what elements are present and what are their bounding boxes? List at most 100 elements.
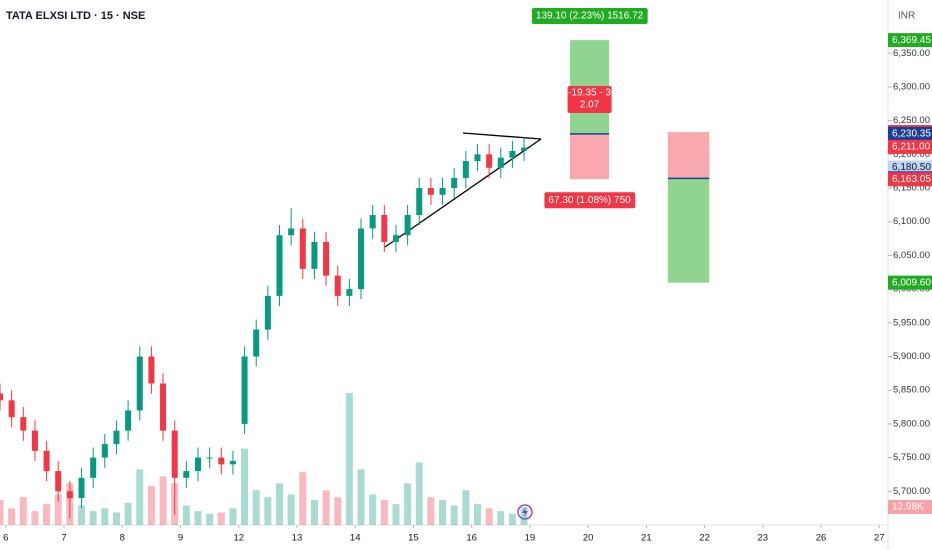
volume-bar — [124, 502, 132, 525]
y-tick-label: 5,700.00 — [893, 486, 930, 497]
candle-body — [43, 450, 50, 472]
currency: INR — [898, 11, 915, 22]
candle-body — [229, 460, 236, 465]
x-tick-label: 13 — [292, 533, 303, 544]
y-tick-label: 6,150.00 — [893, 183, 930, 194]
volume-bar — [427, 497, 435, 525]
loss-zone — [667, 132, 710, 179]
volume-bar — [299, 472, 307, 525]
x-tick-label: 16 — [466, 533, 477, 544]
alert-icon[interactable] — [517, 504, 533, 520]
candle-body — [276, 235, 283, 296]
candle-body — [486, 154, 493, 168]
candle-body — [416, 188, 423, 215]
x-tick-label: 12 — [233, 533, 244, 544]
y-tick-label: 6,300.00 — [893, 81, 930, 92]
volume-bar — [241, 448, 249, 525]
loss-zone — [570, 133, 610, 180]
candle-body — [369, 214, 376, 229]
candle-body — [392, 235, 399, 242]
price-tag-label: 6,180.50 — [892, 162, 931, 173]
volume-bar — [264, 497, 272, 525]
volume-bar — [147, 486, 155, 525]
candle-body — [136, 356, 143, 411]
candle-body — [474, 154, 481, 162]
volume-bar — [380, 499, 388, 525]
candle-body — [101, 444, 108, 458]
candle-body — [311, 241, 318, 269]
y-tick-label: 6,250.00 — [893, 115, 930, 126]
price-tag — [888, 139, 932, 154]
candle-body — [206, 457, 213, 459]
volume-bar — [439, 499, 447, 525]
volume-tag — [888, 499, 932, 514]
price-tag — [888, 172, 932, 187]
x-tick-label: 8 — [120, 533, 125, 544]
stop-label-bg — [544, 192, 636, 209]
candle-body — [90, 457, 97, 478]
x-tick-label: 27 — [874, 533, 885, 544]
price-tag-label: 6,369.45 — [892, 35, 931, 46]
volume-bar — [252, 490, 260, 525]
candle-body — [497, 157, 504, 168]
price-tag-label: 6,009.60 — [892, 277, 931, 288]
y-tick-label: 5,950.00 — [893, 317, 930, 328]
candle-body — [264, 295, 271, 330]
volume-bar — [229, 508, 237, 525]
y-tick-label: 6,050.00 — [893, 250, 930, 261]
y-tick-label: 6,350.00 — [893, 48, 930, 59]
mid-label: -19.35 - 3 — [568, 88, 611, 99]
volume-bar — [450, 505, 458, 525]
candle-body — [427, 188, 434, 195]
mid-label: 2.07 — [580, 100, 600, 111]
y-tick-label: 5,750.00 — [893, 452, 930, 463]
price-tag-label: 6,230.35 — [892, 129, 931, 140]
candle-body — [55, 471, 62, 492]
volume-bar — [485, 508, 493, 525]
candle-body — [171, 430, 178, 478]
x-tick-label: 7 — [61, 533, 66, 544]
candle-body — [404, 214, 411, 236]
y-tick-label: 6,200.00 — [893, 149, 930, 160]
candle-body — [8, 400, 15, 418]
candle-body — [66, 491, 73, 499]
candle-body — [78, 477, 85, 499]
stop-label: 67.30 (1.08%) 750 — [548, 195, 631, 206]
x-tick-label: 22 — [699, 533, 710, 544]
volume-bar — [194, 511, 202, 525]
x-tick-label: 19 — [525, 533, 536, 544]
candle-body — [509, 150, 516, 158]
volume-bar — [404, 483, 412, 525]
candle-body — [218, 457, 225, 465]
volume-bar — [322, 490, 330, 525]
candle-body — [20, 417, 27, 431]
candle-body — [183, 471, 190, 478]
candle-body — [148, 356, 155, 384]
candle-body — [0, 393, 3, 401]
profit-zone — [667, 178, 710, 283]
candle-body — [323, 241, 330, 276]
volume-bar — [78, 505, 86, 525]
volume-bar — [112, 512, 120, 525]
x-tick-label: 14 — [350, 533, 361, 544]
candle-body — [346, 289, 353, 296]
volume-bar — [8, 508, 16, 525]
price-tag — [888, 275, 932, 290]
volume-bar — [497, 511, 505, 525]
alert-bolt[interactable] — [522, 507, 528, 517]
price-tag-label: 6,211.00 — [892, 142, 931, 153]
y-tick-label: 6,100.00 — [893, 216, 930, 227]
volume-bar — [31, 511, 39, 525]
candle-body — [358, 228, 365, 290]
price-tag-label: 6,163.05 — [892, 174, 931, 185]
price-tag — [888, 33, 932, 48]
candle-body — [451, 177, 458, 189]
mid-label-bg — [567, 86, 612, 114]
volume-bar — [54, 494, 62, 525]
y-tick-label: 5,900.00 — [893, 351, 930, 362]
candle-body — [462, 161, 469, 178]
volume-bar — [217, 512, 225, 525]
x-tick-label: 26 — [816, 533, 827, 544]
x-tick-label: 20 — [583, 533, 594, 544]
